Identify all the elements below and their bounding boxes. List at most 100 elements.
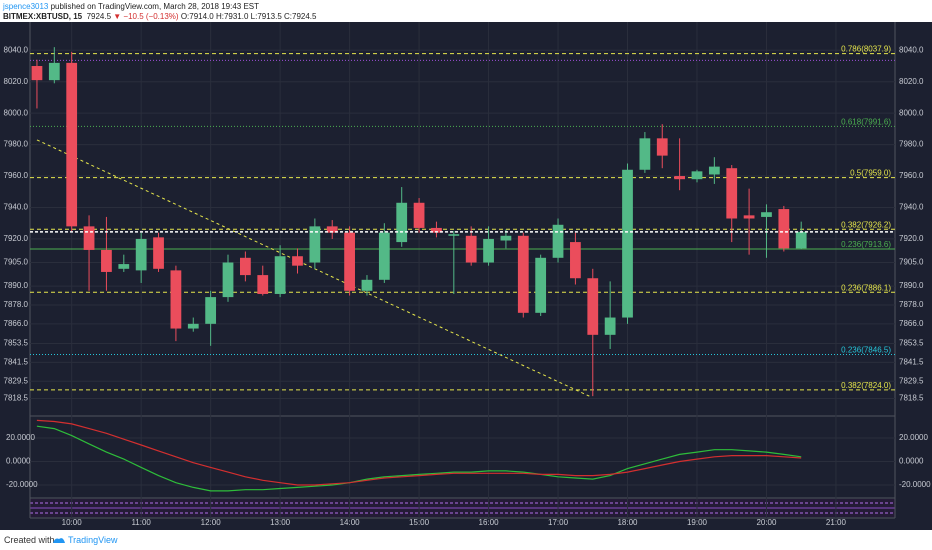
symbol: BITMEX:XBTUSD, 15: [3, 12, 83, 21]
oscillator-line: [36, 425, 802, 492]
candle-body: [170, 270, 182, 329]
x-tick-label: 20:00: [756, 518, 777, 527]
y-tick-label: 8040.0: [899, 45, 924, 54]
fib-label: 0.236(7846.5): [841, 346, 891, 355]
y-tick-label: 7940.0: [4, 203, 29, 212]
y-tick-label: -20.0000: [6, 480, 38, 489]
x-tick-label: 14:00: [340, 518, 361, 527]
fib-label: 0.382(7824.0): [841, 381, 891, 390]
candle-body: [344, 232, 355, 291]
candle-body: [795, 231, 807, 249]
candle-body: [378, 232, 390, 280]
x-tick-label: 12:00: [201, 518, 222, 527]
candle-body: [552, 224, 564, 258]
y-tick-label: 0.0000: [6, 457, 31, 466]
symbol-line: BITMEX:XBTUSD, 15 7924.5 ▼ −10.5 (−0.13%…: [3, 12, 316, 21]
candle-body: [361, 279, 373, 291]
change: ▼ −10.5 (−0.13%): [113, 12, 179, 21]
fib-label: 0.618(7991.6): [841, 117, 891, 126]
y-tick-label: 7818.5: [4, 394, 29, 403]
y-tick-label: 7853.5: [4, 339, 29, 348]
y-tick-label: 7829.5: [899, 376, 924, 385]
fib-label: 0.786(8037.9): [841, 45, 891, 54]
candle-body: [153, 237, 164, 269]
y-tick-label: 7940.0: [899, 203, 924, 212]
x-tick-label: 17:00: [548, 518, 569, 527]
candle-body: [309, 226, 321, 263]
candle-body: [292, 256, 303, 266]
y-tick-label: 7818.5: [899, 394, 924, 403]
candle-body: [222, 262, 234, 298]
published: published on TradingView.com, March 28, …: [48, 2, 260, 11]
y-tick-label: 8000.0: [899, 108, 924, 117]
candle-body: [448, 234, 460, 236]
y-tick-label: 7878.0: [4, 300, 29, 309]
y-tick-label: 7890.0: [899, 281, 924, 290]
last: 7924.5: [86, 12, 112, 21]
y-tick-label: 7960.0: [899, 171, 924, 180]
y-tick-label: -20.0000: [899, 480, 931, 489]
candle-body: [48, 62, 60, 81]
candle-body: [535, 257, 547, 313]
fib-label: 0.236(7913.6): [841, 240, 891, 249]
candle-body: [587, 278, 599, 335]
candle-body: [622, 169, 633, 318]
y-tick-label: 7829.5: [4, 376, 29, 385]
y-tick-label: 7841.5: [4, 357, 29, 366]
y-tick-label: 8020.0: [899, 77, 924, 86]
candle-body: [326, 226, 338, 233]
y-tick-label: 7866.0: [4, 319, 29, 328]
y-tick-label: 20.0000: [6, 433, 35, 442]
y-tick-label: 7960.0: [4, 171, 29, 180]
candle-body: [239, 257, 251, 276]
candle-body: [639, 138, 651, 170]
y-tick-label: 0.0000: [899, 457, 924, 466]
candle-body: [205, 297, 217, 324]
fib-label: 0.236(7886.1): [841, 283, 891, 292]
x-tick-label: 13:00: [270, 518, 291, 527]
y-tick-label: 20.0000: [899, 433, 928, 442]
candle-body: [31, 66, 43, 81]
candle-body: [743, 215, 755, 219]
candle-body: [118, 264, 130, 269]
author[interactable]: jspence3013: [3, 2, 49, 11]
candle-body: [257, 275, 269, 294]
y-tick-label: 7841.5: [899, 357, 924, 366]
candle-body: [778, 209, 790, 249]
x-tick-label: 10:00: [62, 518, 83, 527]
candle-body: [413, 202, 425, 228]
brand[interactable]: TradingView: [68, 535, 118, 545]
chart: 8040.0 8040.0 8020.0 8020.0 8000.0 8000.0 7980…: [0, 22, 932, 530]
y-tick-label: 8020.0: [4, 77, 29, 86]
candle-body: [761, 212, 772, 217]
x-tick-label: 11:00: [131, 518, 151, 527]
candle-body: [517, 235, 529, 313]
y-tick-label: 7905.0: [899, 258, 924, 267]
oscillator-line: [36, 419, 802, 486]
x-tick-label: 19:00: [687, 518, 708, 527]
footer: Created with TradingView: [0, 530, 932, 550]
fib-label: 0.5(7959.0): [850, 169, 891, 178]
candle-body: [66, 62, 78, 227]
candle-body: [656, 138, 668, 156]
y-tick-label: 7878.0: [899, 300, 924, 309]
y-tick-label: 8000.0: [4, 108, 29, 117]
candle-body: [500, 235, 512, 241]
candle-body: [274, 256, 286, 294]
y-tick-label: 7980.0: [899, 140, 924, 149]
y-tick-label: 7980.0: [4, 140, 29, 149]
candle-body: [83, 226, 95, 250]
candle-body: [135, 238, 147, 271]
candle-body: [708, 166, 720, 175]
y-tick-label: 7920.0: [4, 234, 29, 243]
candle-body: [465, 235, 477, 263]
candle-body: [604, 317, 616, 335]
header: jspence3013 published on TradingView.com…: [0, 0, 932, 22]
candle-body: [691, 171, 703, 180]
y-tick-label: 7890.0: [4, 281, 29, 290]
fib-label: 0.382(7926.2): [841, 220, 891, 229]
candle-body: [396, 202, 408, 243]
x-tick-label: 18:00: [617, 518, 638, 527]
candle-body: [431, 227, 442, 233]
